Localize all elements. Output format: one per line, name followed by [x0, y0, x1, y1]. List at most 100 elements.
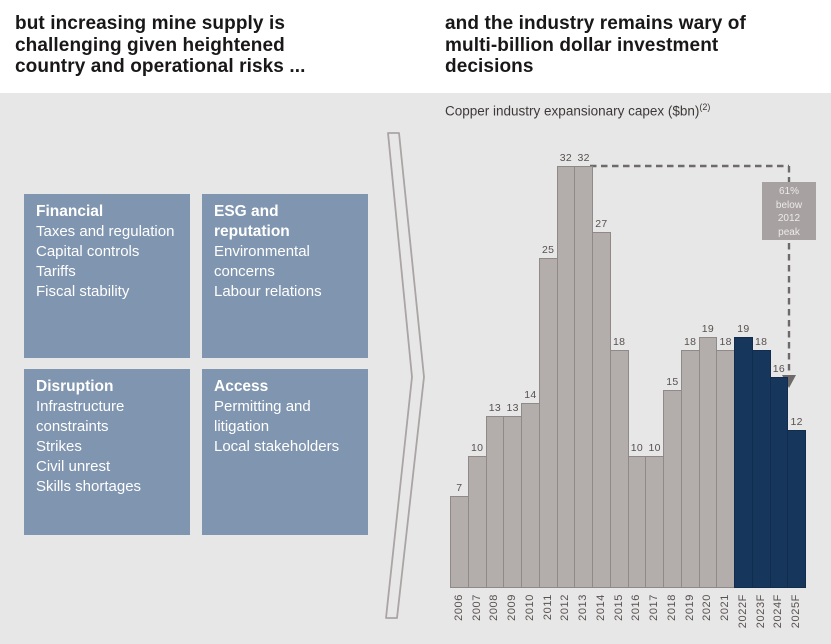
- risk-box-title: Disruption: [36, 378, 114, 395]
- chevron-divider-shape: [385, 132, 425, 619]
- x-label-2017: 2017: [648, 594, 661, 621]
- bar-column-2023F: 18: [751, 336, 771, 588]
- x-label-2021: 2021: [719, 594, 732, 621]
- bar-column-2015: 18: [609, 336, 629, 588]
- bar-column-2016: 10: [627, 442, 647, 588]
- bar-value-label: 13: [488, 402, 502, 414]
- bar-2020: [698, 337, 718, 588]
- bar-2010: [521, 403, 540, 588]
- bar-column-2018: 15: [663, 376, 682, 588]
- bar-column-2010: 14: [521, 389, 540, 588]
- callout-line: peak: [778, 226, 800, 238]
- bar-value-label: 18: [754, 336, 768, 348]
- bar-value-label: 16: [772, 363, 786, 375]
- bar-value-label: 18: [719, 336, 732, 348]
- bar-value-label: 15: [666, 376, 679, 388]
- risk-box-title: ESG and reputation: [214, 203, 290, 240]
- x-label-2018: 2018: [665, 594, 678, 621]
- risk-item: Capital controls: [36, 243, 140, 260]
- bar-column-2019: 18: [680, 336, 700, 588]
- callout-line: 61%: [778, 186, 799, 197]
- bar-column-2024F: 16: [769, 363, 789, 588]
- x-label-2015: 2015: [612, 594, 625, 621]
- risk-item: Tariffs: [36, 263, 76, 280]
- bar-value-label: 27: [595, 218, 608, 230]
- bar-2022F: [734, 337, 753, 588]
- bar-value-label: 32: [559, 152, 573, 164]
- left-heading: but increasing mine supply is challengin…: [15, 13, 415, 78]
- bar-value-label: 25: [541, 244, 555, 256]
- bar-2017: [645, 456, 664, 588]
- risk-item: Local stakeholders: [214, 438, 340, 455]
- x-label-2013: 2013: [577, 594, 590, 621]
- bar-value-label: 19: [701, 323, 715, 335]
- bar-2006: [450, 496, 469, 588]
- bar-2015: [609, 350, 629, 588]
- x-label-2007: 2007: [470, 594, 483, 621]
- bar-value-label: 18: [612, 336, 626, 348]
- right-heading-line: multi-billion dollar investment: [445, 34, 719, 56]
- bar-2008: [485, 416, 505, 588]
- risk-item: Permitting and litigation: [214, 398, 311, 435]
- risk-item: Strikes: [36, 438, 82, 455]
- risk-box-title: Access: [214, 378, 269, 395]
- callout-line: below: [775, 199, 803, 211]
- bar-2018: [663, 390, 682, 588]
- bar-2014: [592, 232, 611, 588]
- callout-line: 2012: [777, 213, 801, 224]
- risk-item: Taxes and regulation: [36, 223, 175, 240]
- x-label-2019: 2019: [683, 594, 696, 621]
- bar-2023F: [751, 350, 771, 588]
- bar-column-2021: 18: [716, 336, 735, 588]
- bar-2009: [503, 416, 522, 588]
- chart-title-text: Copper industry expansionary capex ($bn): [445, 103, 700, 119]
- chart-title: Copper industry expansionary capex ($bn)…: [445, 102, 710, 119]
- bar-2019: [680, 350, 700, 588]
- x-label-2020: 2020: [701, 594, 714, 621]
- risk-box-title: Financial: [36, 203, 104, 220]
- x-label-2010: 2010: [523, 594, 536, 621]
- bar-2024F: [769, 377, 789, 588]
- right-heading: and the industry remains wary of multi-b…: [445, 13, 831, 78]
- x-label-2009: 2009: [506, 594, 519, 621]
- risk-item: Environmental concerns: [214, 243, 310, 280]
- left-heading-line: country and operational risks ...: [15, 56, 306, 77]
- risk-item: Fiscal stability: [36, 283, 130, 300]
- bar-column-2022F: 19: [734, 323, 753, 588]
- x-label-2012: 2012: [559, 594, 572, 621]
- bar-column-2025F: 12: [787, 416, 806, 588]
- bar-column-2017: 10: [645, 442, 664, 588]
- bar-2021: [716, 350, 735, 588]
- risk-box-access: Access Permitting and litigation Local st…: [202, 369, 368, 535]
- bar-2011: [538, 258, 558, 588]
- bar-2012: [556, 166, 576, 588]
- bar-value-label: 10: [470, 442, 484, 454]
- risk-box-financial: Financial Taxes and regulation Capital co…: [24, 194, 190, 358]
- bar-column-2013: 32: [574, 152, 593, 588]
- x-axis-labels: 2006 2007 2008 2009 2010 2011 2012 2013 2014 2015…: [450, 594, 806, 628]
- x-label-2006: 2006: [452, 594, 465, 621]
- footnote-marker: (2): [699, 102, 711, 112]
- bar-value-label: 7: [456, 482, 463, 494]
- risk-item: Infrastructure constraints: [36, 398, 125, 435]
- bar-value-label: 10: [630, 442, 644, 454]
- right-heading-line: decisions: [445, 56, 534, 77]
- bar-column-2012: 32: [556, 152, 576, 588]
- bar-value-label: 19: [737, 323, 750, 335]
- bar-2016: [627, 456, 647, 588]
- bar-column-2020: 19: [698, 323, 718, 588]
- bar-value-label: 32: [577, 152, 590, 164]
- peak-callout-box: 61% below 2012 peak: [762, 182, 816, 240]
- left-heading-line: but increasing mine supply is: [15, 13, 286, 34]
- bar-value-label: 10: [648, 442, 661, 454]
- right-heading-line: and the industry remains wary of: [445, 13, 746, 34]
- capex-bar-chart: 61% below 2012 peak 7 10 13 13 14 25 32 32 27 18 1…: [448, 135, 831, 644]
- x-label-2022F: 2022F: [736, 594, 749, 629]
- risk-item: Civil unrest: [36, 458, 111, 475]
- risk-item: Skills shortages: [36, 478, 142, 495]
- risk-box-esg-reputation: ESG and reputation Environmental concern…: [202, 194, 368, 358]
- bar-column-2006: 7: [450, 482, 469, 588]
- bar-2025F: [787, 430, 806, 588]
- bar-value-label: 12: [790, 416, 803, 428]
- bar-column-2009: 13: [503, 402, 522, 588]
